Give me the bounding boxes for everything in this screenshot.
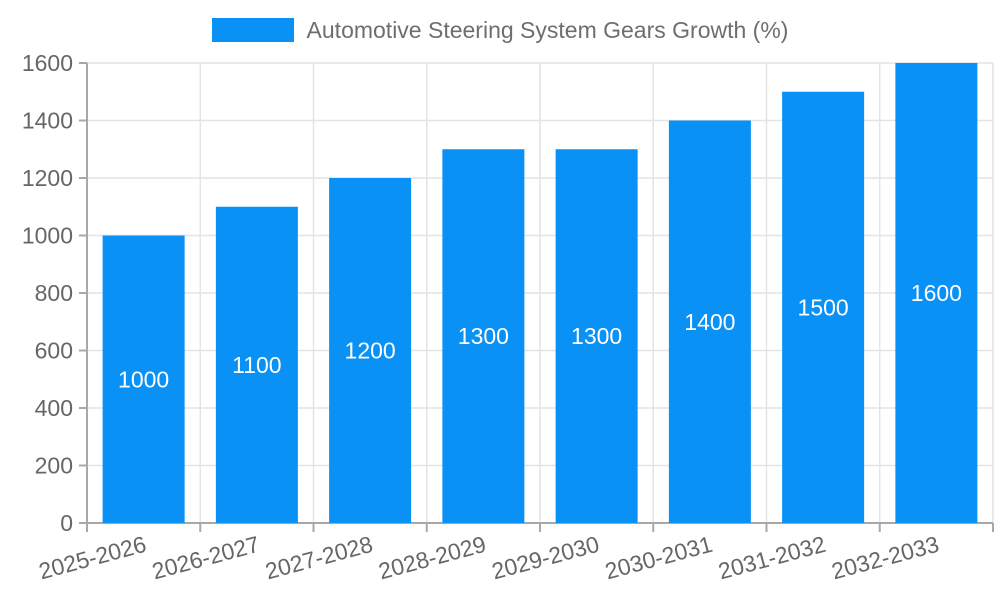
y-tick-label: 0 [60,510,73,536]
x-tick-label: 2031-2032 [715,531,828,585]
y-tick-label: 1000 [22,223,73,249]
x-tick-label: 2032-2033 [829,531,942,585]
bar-value-label: 1200 [345,338,396,364]
x-tick-label: 2025-2026 [36,531,149,585]
bar[interactable] [329,178,412,523]
x-tick-label: 2026-2027 [149,531,262,585]
bar-value-label: 1400 [684,309,735,335]
bar[interactable] [215,206,298,523]
bar[interactable] [895,63,978,523]
x-tick-label: 2030-2031 [602,531,715,585]
bar-value-label: 1300 [458,323,509,349]
bar[interactable] [668,120,751,524]
legend-swatch[interactable] [211,18,294,42]
bar-value-label: 1600 [911,280,962,306]
bar[interactable] [555,149,638,523]
legend-label[interactable]: Automotive Steering System Gears Growth … [306,17,789,43]
y-tick-label: 1200 [22,165,73,191]
bar-value-label: 1500 [798,294,849,320]
y-tick-label: 800 [35,280,73,306]
bar[interactable] [442,149,525,523]
y-tick-label: 1600 [22,50,73,76]
x-tick-label: 2027-2028 [262,531,375,585]
bar[interactable] [102,235,185,524]
bar[interactable] [782,91,865,523]
bar-value-label: 1000 [118,366,169,392]
x-tick-label: 2028-2029 [376,531,489,585]
x-tick-label: 2029-2030 [489,531,602,585]
chart-legend[interactable]: Automotive Steering System Gears Growth … [0,17,1000,43]
y-tick-label: 400 [35,395,73,421]
y-tick-label: 1400 [22,108,73,134]
bar-value-label: 1300 [571,323,622,349]
bar-value-label: 1100 [232,352,281,378]
y-tick-label: 200 [35,453,73,479]
y-tick-label: 600 [35,338,73,364]
